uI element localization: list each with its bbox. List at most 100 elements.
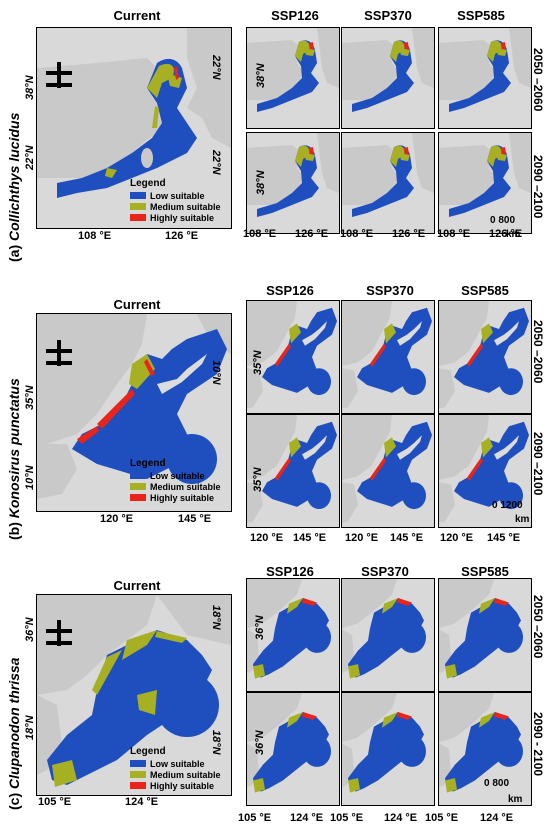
row-b-future-xtick-3: 120 °E (345, 532, 379, 544)
row-a-future-xtick-1: 108 °E (243, 228, 277, 240)
row-a-period-1: 2050 –2060 (531, 48, 545, 112)
row-b-period-2: 2090 –2100 (531, 432, 545, 496)
row-a-scenario-3: SSP585 (457, 8, 505, 23)
row-c-future-map-ssp370-p2 (341, 692, 435, 806)
row-a-current-xtick-1: 108 °E (78, 230, 112, 242)
row-a-period-2: 2090 –2100 (531, 155, 545, 219)
row-c-current-xtick-1: 105 °E (38, 796, 72, 808)
legend-medium: Medium suitable (150, 481, 221, 492)
row-c-future-xtick-2: 124 °E (290, 812, 324, 824)
row-c-scale: 0 800 (484, 778, 510, 789)
row-a-current-title: Current (113, 8, 161, 23)
row-b-future-map-ssp126-p2 (246, 414, 340, 528)
row-b-future-lat-1: 35°N (252, 350, 264, 375)
legend-medium: Medium suitable (150, 201, 221, 212)
row-a-legend: Legend Low suitable Medium suitable High… (130, 178, 221, 223)
row-c-current-map (36, 594, 232, 796)
row-b-current-xtick-1: 120 °E (100, 513, 134, 525)
row-a-scenario-2: SSP370 (364, 8, 412, 23)
row-b-scenario-1: SSP126 (266, 283, 314, 298)
row-a-future-map-ssp370-p1 (341, 27, 435, 129)
row-b-legend: Legend Low suitable Medium suitable High… (130, 458, 221, 503)
row-c-scenario-2: SSP370 (361, 564, 409, 579)
row-b-current-lat-35: 35°N (24, 385, 36, 410)
legend-title: Legend (130, 178, 166, 189)
row-c-period-1: 2050 –2060 (531, 595, 545, 659)
row-a-future-lat-2: 38°N (255, 170, 267, 195)
row-a-scale-unit: km (506, 229, 521, 240)
row-a-current-lat-right-22a: 22°N (210, 55, 222, 80)
row-b-future-map-ssp370-p2 (341, 414, 435, 528)
row-b-current-lat-10: 10°N (24, 465, 36, 490)
row-a-future-map-ssp585-p2 (438, 132, 532, 234)
north-arrow-icon-c (46, 620, 72, 646)
row-a-label: (a) Collichthys lucidus (6, 112, 22, 262)
row-a-future-map-ssp126-p2 (246, 132, 340, 234)
legend-low: Low suitable (150, 758, 205, 769)
row-a-future-xtick-5: 108 °E (437, 228, 471, 240)
row-b-future-xtick-5: 120 °E (440, 532, 474, 544)
row-c-legend: Legend Low suitable Medium suitable High… (130, 746, 221, 791)
row-c-future-lat-2: 36°N (254, 730, 266, 755)
legend-high: Highly suitable (150, 492, 215, 503)
row-c-scale-unit: km (508, 794, 523, 805)
row-c-current-lat-right-18a: 18°N (210, 605, 222, 630)
row-a-future-xtick-4: 126 °E (392, 228, 426, 240)
row-c-future-map-ssp585-p2 (438, 692, 532, 806)
row-b-future-lat-2: 35°N (252, 467, 264, 492)
row-b-current-map (36, 313, 232, 512)
row-c-label: (c) Clupanodon thrissa (6, 657, 22, 810)
row-c-future-xtick-1: 105 °E (238, 812, 272, 824)
row-b-scale: 0 1200 (492, 500, 523, 511)
row-a-scenario-1: SSP126 (271, 8, 319, 23)
row-b-future-map-ssp370-p1 (341, 300, 435, 414)
legend-medium: Medium suitable (150, 769, 221, 780)
row-c-future-map-ssp126-p1 (246, 578, 340, 692)
north-arrow-icon-b (46, 340, 72, 366)
north-arrow-icon (46, 62, 72, 88)
row-b-scale-unit: km (515, 514, 530, 525)
legend-low: Low suitable (150, 190, 205, 201)
row-a-future-map-ssp370-p2 (341, 132, 435, 234)
legend-high: Highly suitable (150, 212, 215, 223)
row-b-current-title: Current (113, 297, 161, 312)
row-a-current-lat-38: 38°N (24, 75, 36, 100)
row-c-future-map-ssp370-p1 (341, 578, 435, 692)
row-c-future-xtick-3: 105 °E (330, 812, 364, 824)
row-a-future-map-ssp585-p1 (438, 27, 532, 129)
row-b-future-map-ssp585-p2 (438, 414, 532, 528)
row-b-future-xtick-6: 145 °E (487, 532, 521, 544)
row-a-future-xtick-3: 108 °E (340, 228, 374, 240)
row-b-future-xtick-1: 120 °E (250, 532, 284, 544)
row-c-future-xtick-6: 124 °E (480, 812, 514, 824)
row-a-scale: 0 800 (490, 215, 516, 226)
row-b-current-xtick-2: 145 °E (178, 513, 212, 525)
row-c-current-xtick-2: 124 °E (125, 796, 159, 808)
row-a-current-xtick-2: 126 °E (165, 230, 199, 242)
legend-low: Low suitable (150, 470, 205, 481)
row-b-scenario-2: SSP370 (366, 283, 414, 298)
row-a-current-map (36, 27, 232, 229)
row-c-current-title: Current (113, 578, 161, 593)
row-c-scenario-3: SSP585 (461, 564, 509, 579)
row-b-scenario-3: SSP585 (461, 283, 509, 298)
legend-high: Highly suitable (150, 780, 215, 791)
row-c-future-lat-1: 36°N (254, 615, 266, 640)
legend-title: Legend (130, 458, 166, 469)
row-a-future-xtick-2: 126 °E (295, 228, 329, 240)
row-b-period-1: 2050 –2060 (531, 320, 545, 384)
legend-title: Legend (130, 746, 166, 757)
row-a-future-xtick-6: 126 °E (489, 228, 523, 240)
row-c-future-xtick-5: 105 °E (425, 812, 459, 824)
row-b-future-xtick-4: 145 °E (390, 532, 424, 544)
row-c-current-lat-36: 36°N (24, 617, 36, 642)
row-b-future-xtick-2: 145 °E (293, 532, 327, 544)
row-b-current-lat-right-10a: 10°N (210, 360, 222, 385)
row-a-future-lat-1: 38°N (255, 63, 267, 88)
row-c-future-map-ssp126-p2 (246, 692, 340, 806)
row-c-future-xtick-4: 124 °E (384, 812, 418, 824)
row-b-future-map-ssp126-p1 (246, 300, 340, 414)
row-c-current-lat-18: 18°N (24, 715, 36, 740)
row-a-current-lat-right-22b: 22°N (210, 150, 222, 175)
row-b-future-map-ssp585-p1 (438, 300, 532, 414)
